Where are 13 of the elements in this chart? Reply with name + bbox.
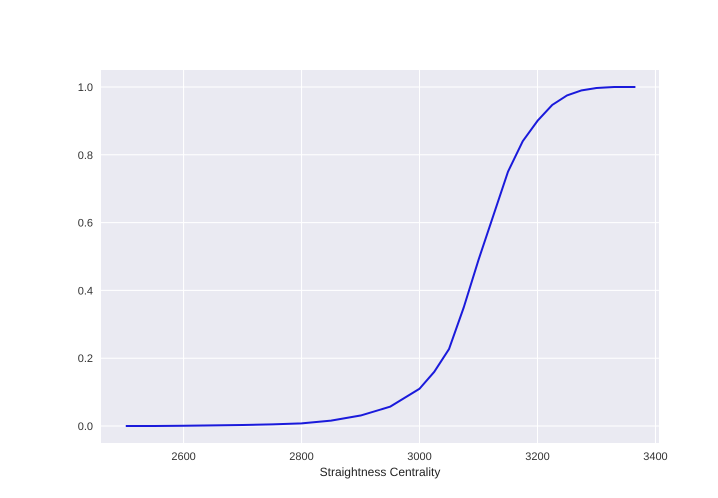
- x-tick-label: 2800: [289, 451, 314, 463]
- y-tick-label: 0.4: [78, 285, 93, 298]
- x-tick-label: 3200: [525, 451, 550, 463]
- x-axis-title: Straightness Centrality: [320, 465, 440, 479]
- x-tick-label: 3000: [407, 451, 432, 463]
- y-tick-label: 0.2: [78, 353, 93, 366]
- y-tick-label: 0.8: [78, 150, 93, 162]
- y-tick-label: 1.0: [78, 82, 93, 94]
- x-tick-label: 3400: [643, 451, 668, 463]
- y-tick-label: 0.0: [78, 421, 93, 434]
- y-tick-label: 0.6: [78, 218, 93, 230]
- line-series: [124, 86, 636, 428]
- x-tick-label: 2600: [171, 451, 196, 463]
